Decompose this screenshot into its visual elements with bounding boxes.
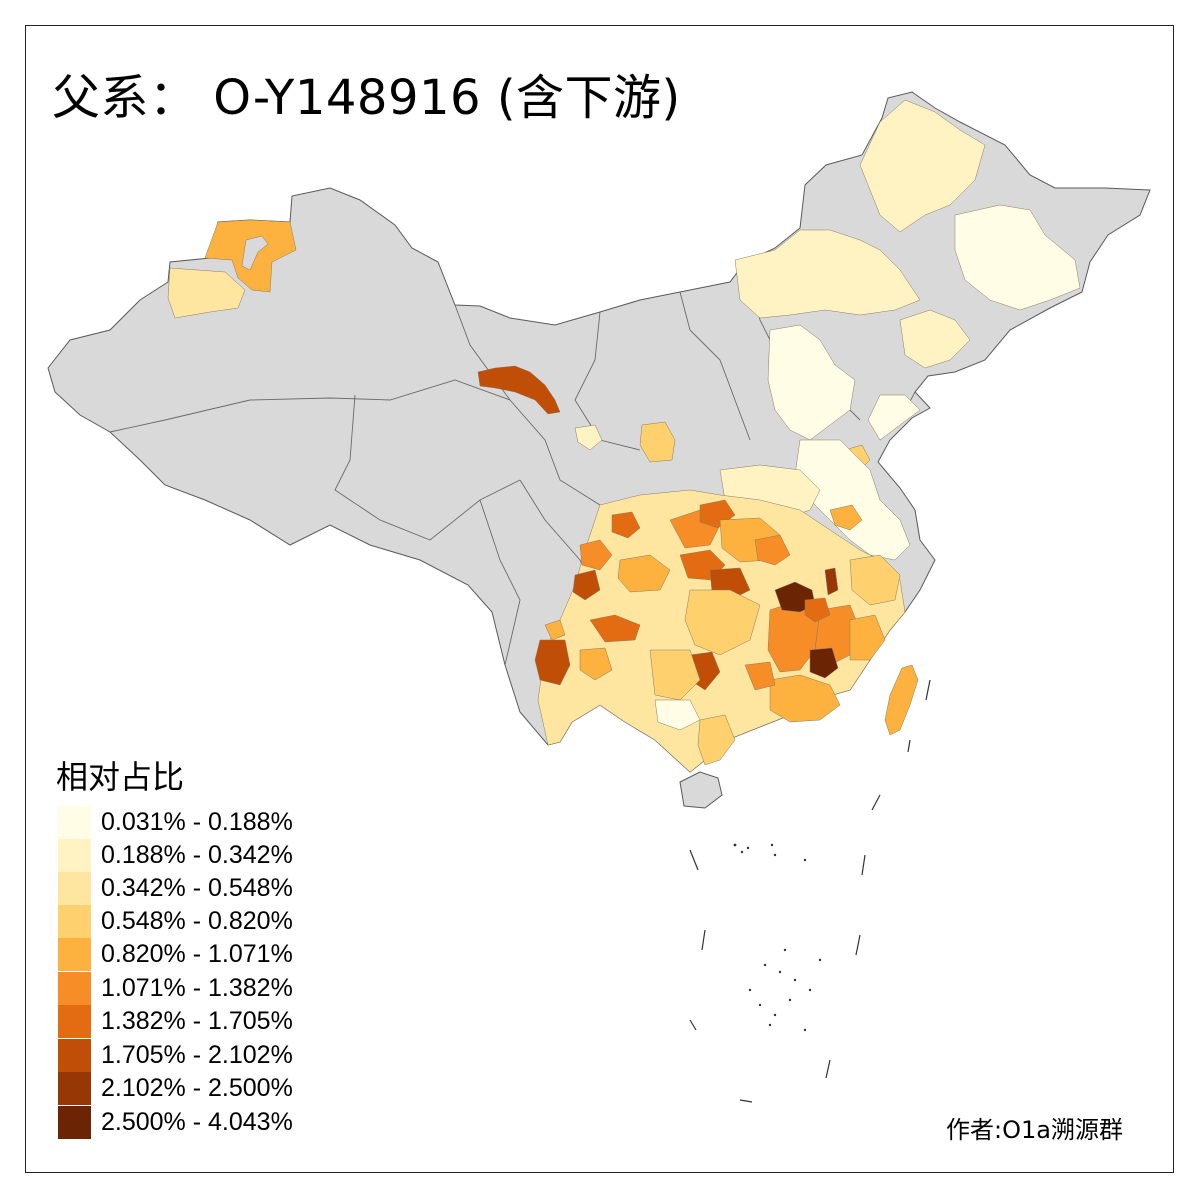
legend-label: 0.188% - 0.342% [101, 841, 293, 869]
legend-item: 0.342% - 0.548% [58, 872, 293, 905]
legend-swatch [58, 839, 91, 872]
legend-item: 2.102% - 2.500% [58, 1072, 293, 1105]
legend-label: 0.342% - 0.548% [101, 874, 293, 902]
legend-label: 0.548% - 0.820% [101, 907, 293, 935]
map-title: 父系： O-Y148916 (含下游) [52, 70, 681, 126]
legend-item: 0.820% - 1.071% [58, 938, 293, 971]
legend-label: 1.071% - 1.382% [101, 974, 293, 1002]
south-china-sea-islands [689, 679, 931, 1103]
data-regions [167, 99, 1081, 773]
legend-swatch [58, 806, 91, 839]
legend-swatch [58, 972, 91, 1005]
legend-label: 2.102% - 2.500% [101, 1074, 293, 1102]
legend-label: 1.382% - 1.705% [101, 1007, 293, 1035]
legend-swatch [58, 1005, 91, 1038]
legend-swatch [58, 1072, 91, 1105]
legend-item: 0.188% - 0.342% [58, 839, 293, 872]
legend-item: 0.548% - 0.820% [58, 905, 293, 938]
legend-swatch [58, 1106, 91, 1139]
legend-swatch [58, 872, 91, 905]
legend-title: 相对占比 [56, 758, 185, 796]
legend-swatch [58, 1039, 91, 1072]
legend-swatch [58, 905, 91, 938]
legend-item: 1.382% - 1.705% [58, 1005, 293, 1038]
island-dots [733, 843, 822, 1032]
legend-label: 0.031% - 0.188% [101, 808, 293, 836]
legend-item: 1.071% - 1.382% [58, 972, 293, 1005]
hainan-island [679, 771, 723, 809]
legend-swatch [58, 938, 91, 971]
legend-label: 0.820% - 1.071% [101, 940, 293, 968]
legend-label: 2.500% - 4.043% [101, 1108, 293, 1136]
legend-item: 2.500% - 4.043% [58, 1106, 293, 1139]
legend-item: 1.705% - 2.102% [58, 1039, 293, 1072]
author-credit: 作者:O1a溯源群 [946, 1116, 1123, 1144]
legend-item: 0.031% - 0.188% [58, 806, 293, 839]
legend-label: 1.705% - 2.102% [101, 1041, 293, 1069]
